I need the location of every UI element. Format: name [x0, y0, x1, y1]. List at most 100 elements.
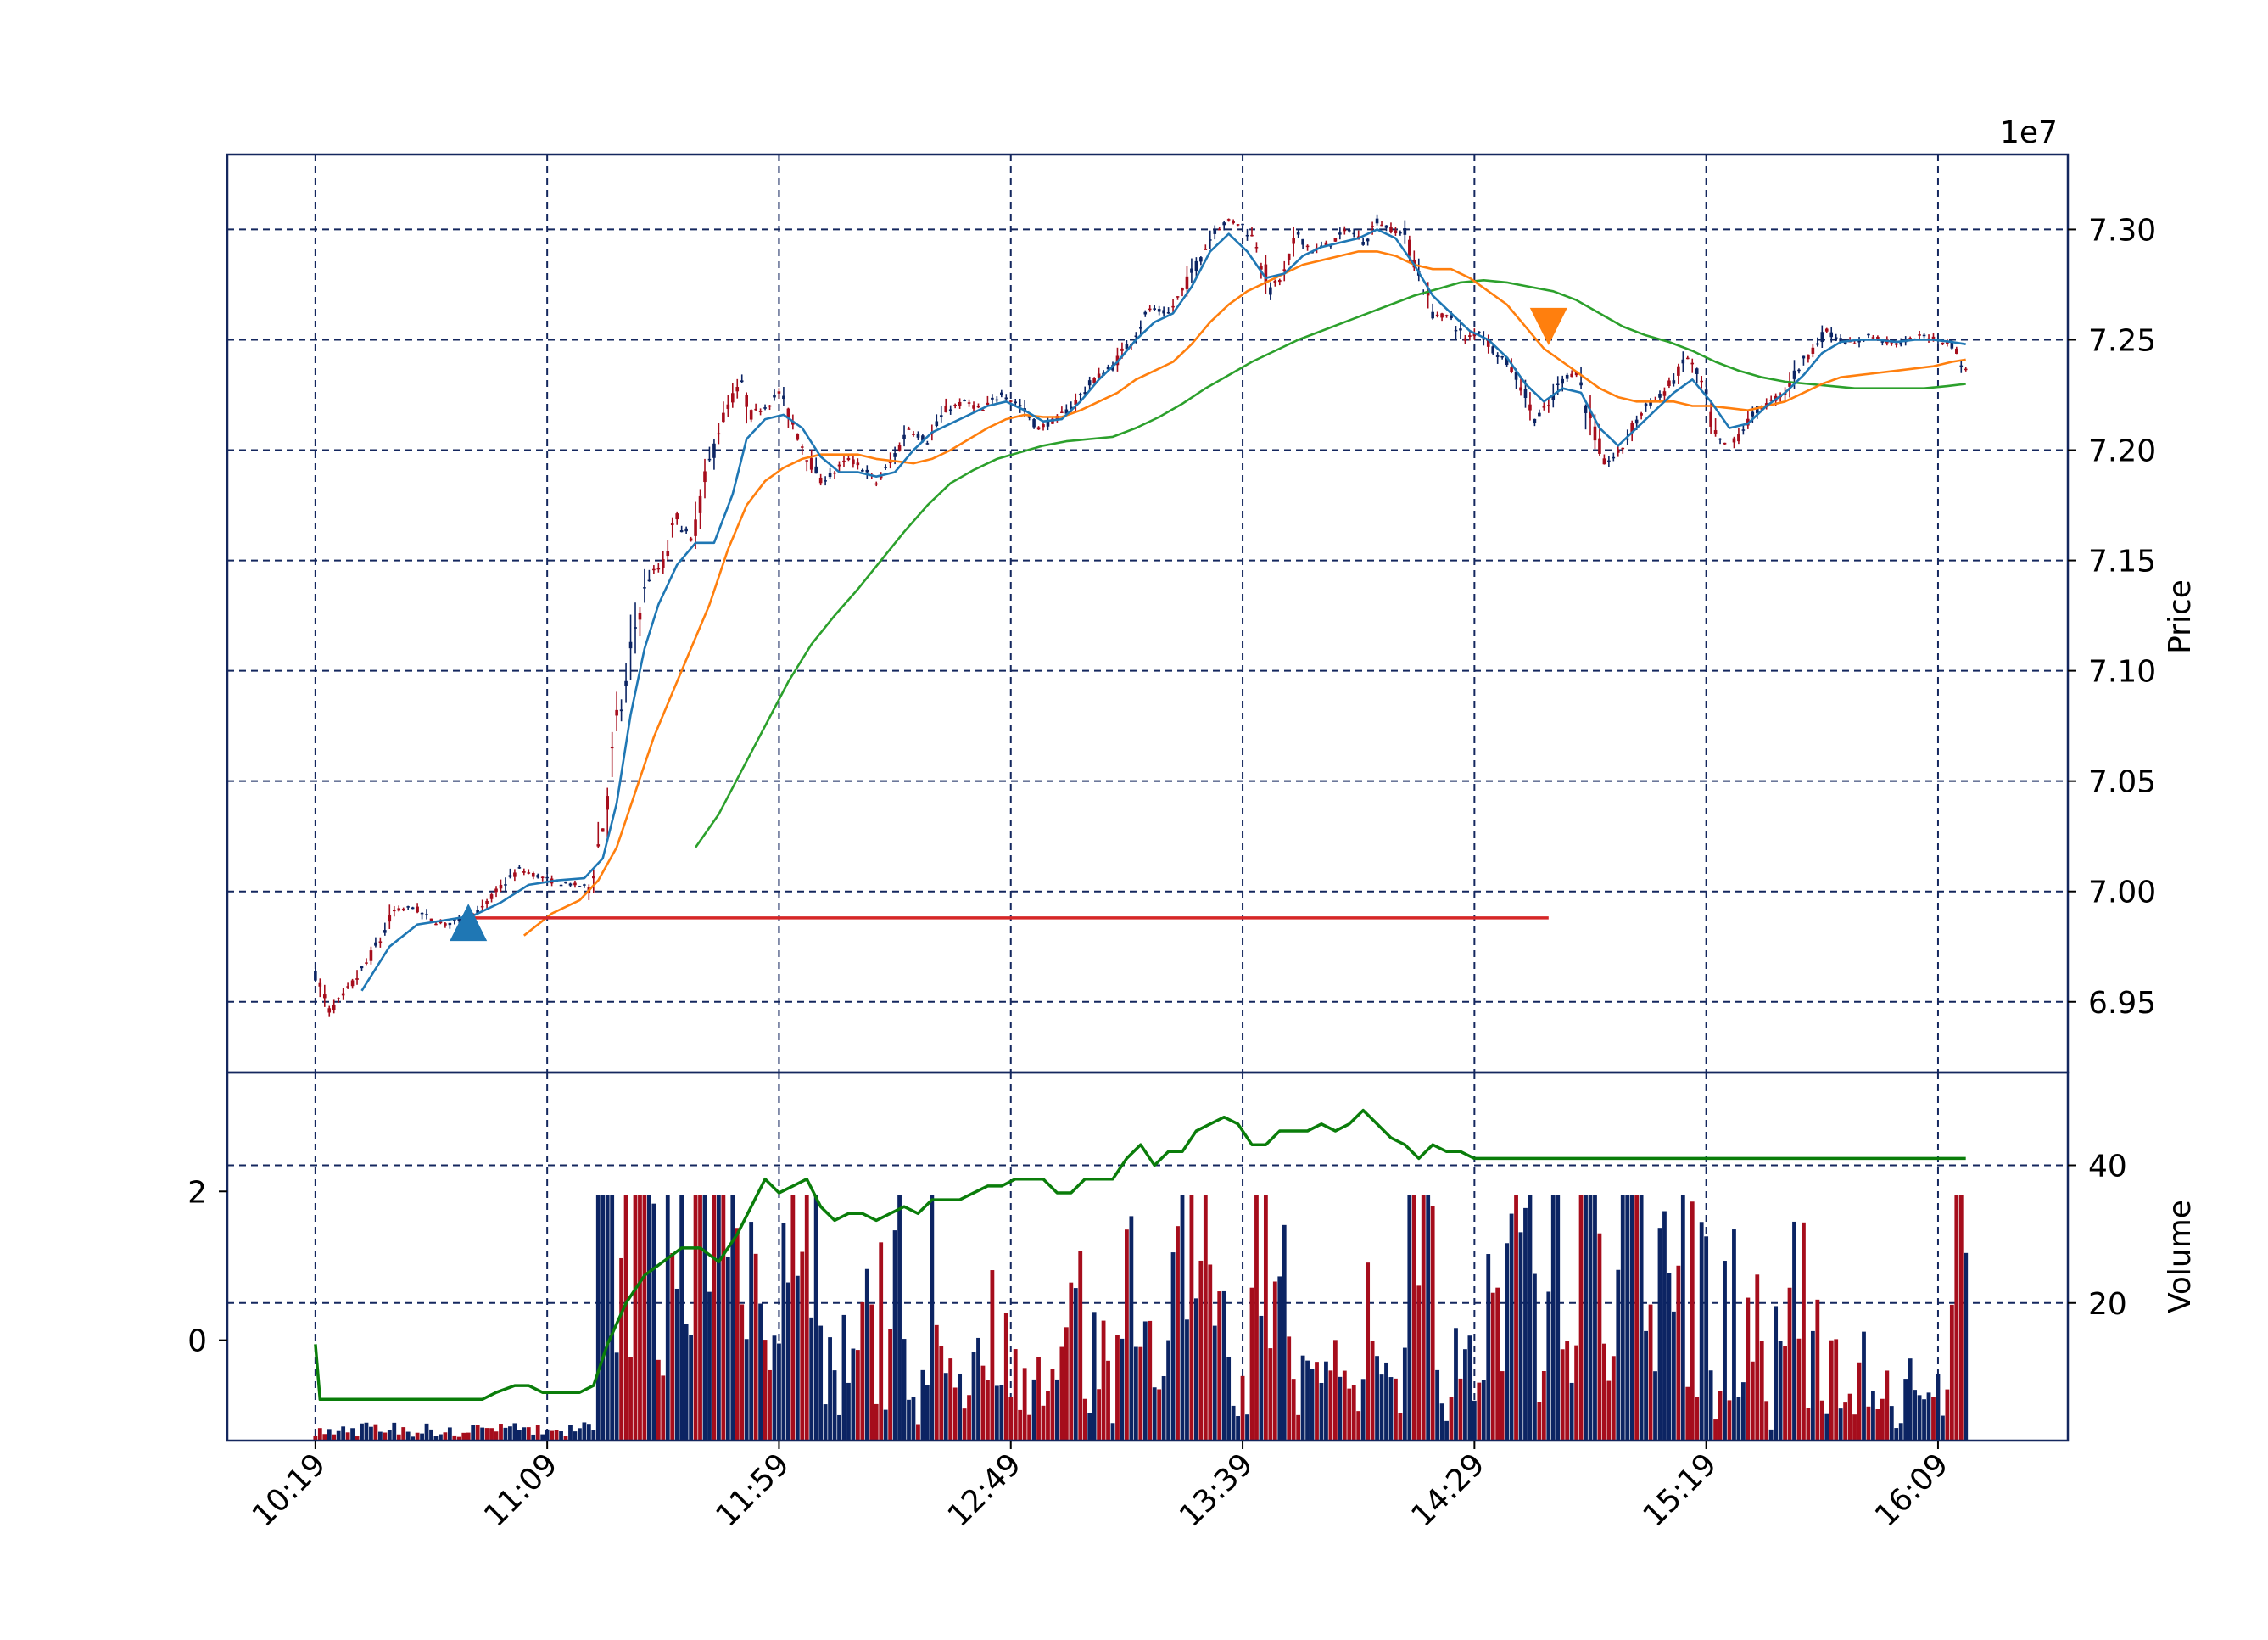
- ma-fast-line: [360, 228, 1966, 992]
- volume-bar: [1922, 1399, 1926, 1441]
- candle-body: [1700, 380, 1703, 383]
- candle-body: [1713, 430, 1718, 434]
- candle-body: [1621, 447, 1625, 450]
- candle-body: [350, 980, 355, 987]
- candle-body: [1677, 366, 1680, 376]
- volume-bar: [1732, 1229, 1736, 1441]
- volume-bar: [1148, 1320, 1153, 1441]
- volume-bar: [1398, 1413, 1403, 1441]
- candle-body: [1871, 337, 1875, 339]
- volume-bar: [1388, 1377, 1394, 1441]
- candle-body: [1723, 442, 1727, 445]
- candle-body: [1584, 405, 1588, 413]
- volume-bar: [1964, 1252, 1969, 1441]
- volume-bar: [864, 1268, 869, 1441]
- volume-panel-frame: [226, 1071, 2070, 1442]
- candle-body: [1296, 232, 1300, 235]
- candle-body: [1941, 342, 1945, 344]
- candle-body: [1704, 389, 1708, 395]
- candle-body: [1876, 336, 1880, 340]
- volume-bar: [1894, 1428, 1899, 1441]
- volume-bar: [1611, 1356, 1616, 1441]
- volume-bar: [874, 1403, 879, 1441]
- volume-bar: [1277, 1276, 1282, 1441]
- volume-bar: [1565, 1341, 1570, 1441]
- candle-body: [981, 410, 985, 411]
- volume-bar: [1221, 1290, 1226, 1441]
- volume-bar: [563, 1436, 568, 1441]
- time-tick-label: 11:59: [709, 1447, 796, 1533]
- candle-body: [800, 446, 804, 448]
- candle-body: [1260, 266, 1263, 270]
- volume-bar: [1546, 1291, 1551, 1441]
- candle-body: [846, 457, 851, 460]
- candle-body: [679, 529, 684, 533]
- volume-bar: [1138, 1346, 1143, 1441]
- candle-body: [1630, 423, 1634, 434]
- volume-bar: [1245, 1414, 1249, 1441]
- candle-body: [809, 458, 813, 470]
- candle-body: [684, 528, 688, 532]
- candle-body: [1459, 328, 1462, 331]
- candle-body: [1217, 228, 1221, 231]
- volume-bar: [1073, 1288, 1078, 1441]
- candle-body: [1797, 369, 1801, 372]
- volume-bar: [952, 1387, 958, 1441]
- volume-bar: [1176, 1226, 1180, 1441]
- volume-bar: [614, 1352, 619, 1441]
- volume-bar: [1958, 1195, 1964, 1441]
- candle-body: [939, 415, 943, 417]
- candle-body: [707, 458, 712, 461]
- candle-body: [1380, 224, 1383, 227]
- price-tick-label: 7.15: [2088, 545, 2156, 579]
- candle-body: [958, 401, 962, 406]
- volume-bar: [1287, 1336, 1292, 1441]
- volume-bar: [633, 1195, 638, 1441]
- volume-bar: [392, 1422, 397, 1441]
- volume-bar: [1411, 1195, 1416, 1441]
- candle-body: [416, 906, 419, 913]
- volume-bar: [925, 1385, 930, 1441]
- candle-body: [1486, 340, 1490, 347]
- volume-bar: [1574, 1345, 1579, 1441]
- volume-bar: [526, 1427, 531, 1441]
- candle-body: [925, 443, 930, 445]
- volume-bar: [781, 1223, 786, 1441]
- candle-body: [1519, 387, 1522, 391]
- candle-body: [388, 915, 392, 922]
- candle-body: [327, 1008, 332, 1013]
- volume-bar: [1041, 1405, 1046, 1441]
- volume-bar: [879, 1242, 884, 1441]
- candle-body: [1839, 338, 1842, 342]
- candle-body: [365, 962, 368, 964]
- candle-body: [1468, 335, 1472, 337]
- volume-bar: [1778, 1341, 1783, 1441]
- volume-bar: [332, 1434, 337, 1441]
- candle-body: [1273, 280, 1277, 283]
- volume-bar: [841, 1314, 846, 1441]
- candle-body: [1523, 389, 1528, 399]
- volume-bar: [1249, 1287, 1254, 1441]
- volume-bar: [809, 1317, 814, 1441]
- candle-body: [1134, 335, 1138, 338]
- candle-body: [1695, 368, 1699, 374]
- volume-bar: [976, 1337, 980, 1441]
- candle-body: [1959, 365, 1964, 367]
- candle-body: [647, 579, 651, 582]
- candle-body: [1495, 355, 1500, 357]
- volume-bar: [1347, 1388, 1352, 1441]
- candle-body: [675, 513, 679, 520]
- candle-body: [578, 886, 582, 887]
- volume-bar: [1236, 1416, 1240, 1441]
- volume-bar: [958, 1373, 963, 1441]
- volume-bar: [439, 1434, 443, 1441]
- candle-body: [1236, 224, 1240, 226]
- candle-body: [1264, 264, 1268, 283]
- volume-bar: [1708, 1370, 1713, 1441]
- candle-body: [1807, 354, 1810, 360]
- candle-body: [1829, 332, 1834, 338]
- volume-bar: [1560, 1349, 1565, 1441]
- candle-body: [508, 875, 512, 877]
- candle-body: [1788, 382, 1791, 387]
- candle-body: [1070, 406, 1073, 408]
